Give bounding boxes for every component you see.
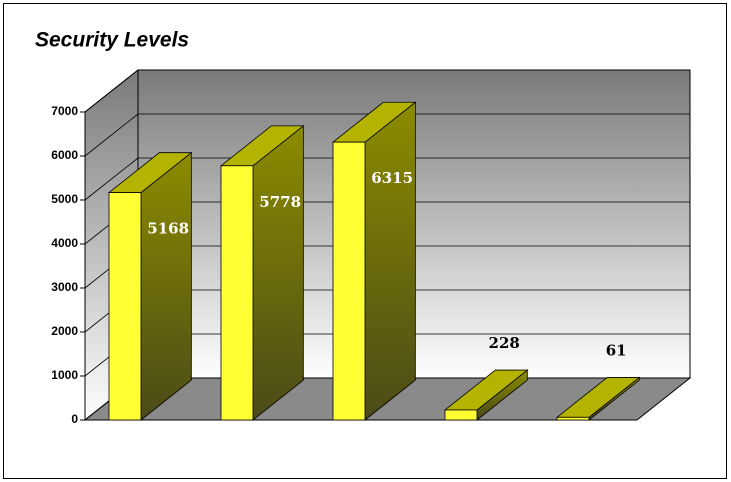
x-tick-label: Level 2	[115, 428, 163, 444]
bar-side	[252, 125, 304, 421]
grid-line	[84, 113, 139, 157]
bar	[556, 416, 590, 421]
grid-line	[84, 69, 139, 113]
bar-side	[140, 151, 192, 421]
x-tick-label: Level 4	[339, 428, 387, 444]
chart-title: Security Levels	[35, 29, 189, 52]
value-label: 5168	[147, 220, 189, 238]
y-tick-label: 0	[71, 412, 78, 426]
y-tick-label: 1000	[51, 368, 78, 382]
bar	[220, 165, 254, 421]
y-tick-label: 4000	[51, 236, 78, 250]
bar	[108, 192, 142, 421]
y-tick-label: 5000	[51, 192, 78, 206]
bar	[444, 409, 478, 421]
value-label: 228	[489, 334, 520, 352]
grid-line	[84, 157, 139, 201]
bar-side	[364, 101, 416, 421]
x-tick-label: Level 3	[227, 428, 275, 444]
y-tick-label: 3000	[51, 280, 78, 294]
x-tick-label: Unclassified	[546, 428, 628, 444]
bar	[332, 141, 366, 421]
y-tick-label: 7000	[51, 104, 78, 118]
value-label: 5778	[259, 193, 301, 211]
y-tick-label: 6000	[51, 148, 78, 162]
x-tick-label: Level 5	[451, 428, 499, 444]
y-tick-label: 2000	[51, 324, 78, 338]
value-label: 6315	[371, 169, 413, 187]
value-label: 61	[606, 341, 627, 359]
